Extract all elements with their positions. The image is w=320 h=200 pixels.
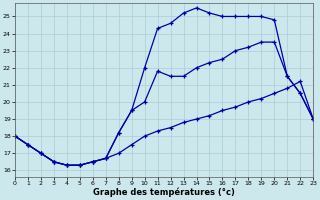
- X-axis label: Graphe des températures (°c): Graphe des températures (°c): [93, 188, 235, 197]
